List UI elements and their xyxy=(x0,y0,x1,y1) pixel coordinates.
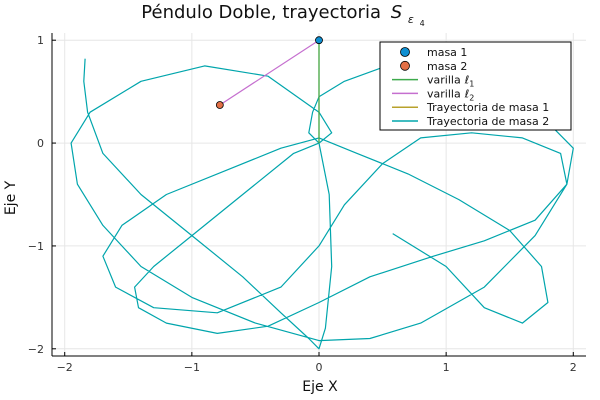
x-axis-label: Eje X xyxy=(302,379,338,395)
legend-label-0: masa 1 xyxy=(427,46,467,59)
y-tick-label: −1 xyxy=(28,240,44,253)
legend-label-text: masa 2 xyxy=(427,60,467,73)
x-tick-label: −1 xyxy=(184,361,200,374)
x-tick-label: −2 xyxy=(57,361,73,374)
legend-label-math: ℓ xyxy=(464,74,470,87)
legend-label-1: masa 2 xyxy=(427,60,467,73)
y-ticks: −2 −1 0 1 xyxy=(28,34,56,356)
legend-label-text: Trayectoria de masa 2 xyxy=(426,115,549,128)
legend-label-sub: 2 xyxy=(469,93,474,102)
chart-title-math: S xyxy=(391,2,402,23)
legend-label-math: ℓ xyxy=(464,87,470,100)
series-line-3 xyxy=(219,39,320,106)
legend-label-2: varilla ℓ1 xyxy=(427,74,474,89)
x-tick-label: 0 xyxy=(316,361,323,374)
legend-label-text: masa 1 xyxy=(427,46,467,59)
legend-label-3: varilla ℓ2 xyxy=(427,87,474,102)
legend-label-5: Trayectoria de masa 2 xyxy=(426,115,549,128)
series-point-1 xyxy=(215,101,224,109)
chart-title-text: Péndulo Doble, trayectoria xyxy=(141,2,381,23)
x-tick-label: 1 xyxy=(443,361,450,374)
legend-marker-1 xyxy=(400,60,410,71)
y-tick-label: 1 xyxy=(37,34,44,47)
legend-label-text: varilla xyxy=(427,74,461,87)
x-tick-label: 2 xyxy=(570,361,577,374)
legend-label-sub: 1 xyxy=(469,80,474,89)
series-layer xyxy=(70,36,574,350)
legend-label-text: varilla xyxy=(427,87,461,100)
x-ticks: −2 −1 0 1 2 xyxy=(57,352,577,374)
y-axis-label: Eje Y xyxy=(3,180,19,215)
y-tick-label: 0 xyxy=(37,137,44,150)
chart-title-sub: ε xyxy=(408,13,414,26)
series-line-5 xyxy=(70,58,574,350)
y-tick-label: −2 xyxy=(28,343,44,356)
series-point-0 xyxy=(315,36,323,45)
chart-title-subsub: 4 xyxy=(420,19,425,28)
legend-label-4: Trayectoria de masa 1 xyxy=(426,101,549,114)
chart-title: Péndulo Doble, trayectoria S ε 4 xyxy=(141,2,424,28)
legend-marker-0 xyxy=(400,47,410,57)
legend-box xyxy=(379,41,572,131)
legend-label-text: Trayectoria de masa 1 xyxy=(426,101,549,114)
